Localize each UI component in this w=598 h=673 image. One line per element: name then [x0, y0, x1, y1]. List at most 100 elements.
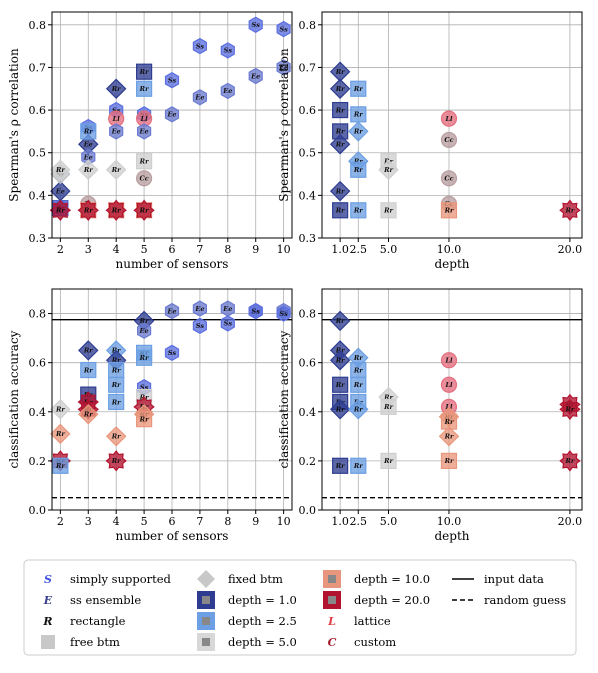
marker-label: Ss	[196, 322, 205, 330]
x-tick-label: 6	[169, 515, 176, 528]
marker-label: Rr	[564, 457, 574, 465]
y-tick-label: 0.3	[29, 232, 47, 245]
data-point: Rr	[329, 349, 351, 371]
marker-label: Rr	[111, 357, 121, 365]
data-point: Rr	[350, 161, 367, 178]
legend-label: depth = 1.0	[228, 593, 297, 607]
marker-label: Rr	[444, 433, 454, 441]
data-point: Rr	[332, 202, 349, 219]
axes-frame	[321, 288, 583, 511]
y-tick-label: 0.7	[299, 61, 317, 74]
marker-diamond	[348, 399, 369, 420]
marker-hexagon	[276, 59, 291, 76]
marker-label: Rr	[383, 166, 393, 174]
data-point: Rr	[559, 199, 581, 221]
marker-label: Ee	[222, 305, 232, 313]
marker-circle	[440, 131, 458, 149]
data-point: Cc	[135, 170, 153, 187]
legend-square-icon	[41, 635, 55, 649]
marker-label: Rr	[335, 406, 345, 414]
marker-star	[559, 450, 581, 472]
y-tick-label: 0.4	[29, 189, 47, 202]
marker-label: Rr	[111, 207, 121, 215]
marker-label: Rr	[83, 207, 93, 215]
marker-label: Ee	[139, 327, 149, 335]
marker-label: Cc	[140, 175, 149, 183]
marker-hexagon	[192, 317, 207, 334]
marker-label: Rr	[353, 158, 363, 166]
marker-label: Ee	[83, 153, 93, 161]
data-point: Ee	[164, 106, 180, 123]
marker-label: Ee	[250, 72, 260, 80]
marker-square	[332, 376, 349, 393]
x-tick-label: 6	[169, 243, 176, 256]
marker-label: Rr	[139, 207, 149, 215]
x-tick-label: 5.0	[380, 515, 398, 528]
marker-label: Rr	[335, 68, 345, 76]
y-tick-label: 0.8	[29, 308, 47, 321]
marker-square	[440, 202, 458, 219]
data-point: Rr	[135, 411, 153, 428]
x-tick-label: 3	[85, 243, 92, 256]
data-point: Ee	[137, 322, 152, 339]
legend-entry: depth = 20.0	[323, 591, 430, 609]
marker-hexagon	[220, 82, 235, 100]
data-point: Ee	[192, 300, 207, 317]
y-tick-label: 0.6	[29, 104, 47, 117]
marker-label: Rr	[83, 347, 93, 355]
marker-diamond	[50, 399, 71, 420]
marker-diamond	[329, 349, 351, 371]
marker-label: Ll	[444, 115, 453, 123]
data-point: Rr	[380, 452, 397, 469]
legend-entry: input data	[452, 572, 544, 586]
marker-label: Ll	[444, 381, 453, 389]
marker-diamond	[329, 310, 351, 332]
marker-hexagon	[137, 322, 152, 339]
marker-label: Rr	[335, 187, 345, 195]
axes-frame	[321, 11, 583, 239]
x-axis-label: number of sensors	[116, 257, 229, 271]
marker-hexagon	[192, 37, 207, 55]
legend-label: depth = 10.0	[354, 572, 430, 586]
data-point: Rr	[135, 153, 153, 170]
marker-square	[135, 411, 153, 428]
data-point: Ll	[440, 110, 458, 127]
legend-glyph-icon: R	[42, 615, 52, 628]
marker-hexagon	[220, 315, 235, 332]
marker-label: Rr	[139, 354, 149, 362]
marker-square	[350, 80, 367, 97]
marker-label: Rr	[139, 85, 149, 93]
marker-label: Rr	[444, 207, 454, 215]
marker-label: Cc	[444, 136, 453, 144]
x-tick-label: 9	[252, 243, 259, 256]
legend-glyph-icon: S	[44, 573, 52, 586]
data-point: Rr	[332, 457, 349, 474]
marker-label: Rr	[353, 354, 363, 362]
marker-label: Rr	[139, 158, 149, 166]
data-point: Rr	[133, 199, 155, 221]
y-tick-label: 0.6	[299, 104, 317, 117]
data-point: Rr	[350, 80, 367, 97]
data-point: Ll	[440, 376, 458, 393]
marker-square	[350, 161, 367, 178]
x-tick-label: 2.5	[350, 515, 368, 528]
marker-label: Ee	[166, 307, 176, 315]
data-point: Rr	[77, 199, 99, 221]
marker-label: Ss	[252, 307, 261, 315]
marker-hexagon	[248, 302, 263, 320]
marker-label: Ll	[112, 115, 121, 123]
legend-label: depth = 2.5	[228, 614, 297, 628]
data-point: Rr	[78, 404, 99, 425]
marker-label: Rr	[564, 406, 574, 414]
marker-label: Ss	[140, 384, 149, 392]
data-point: Ss	[220, 42, 235, 59]
data-point: Ss	[220, 315, 235, 332]
data-point: Rr	[329, 310, 351, 332]
marker-label: Rr	[111, 366, 121, 374]
x-tick-label: 2.5	[350, 243, 368, 256]
data-point: Ss	[248, 302, 263, 320]
marker-square	[135, 349, 153, 366]
marker-square	[52, 457, 69, 474]
